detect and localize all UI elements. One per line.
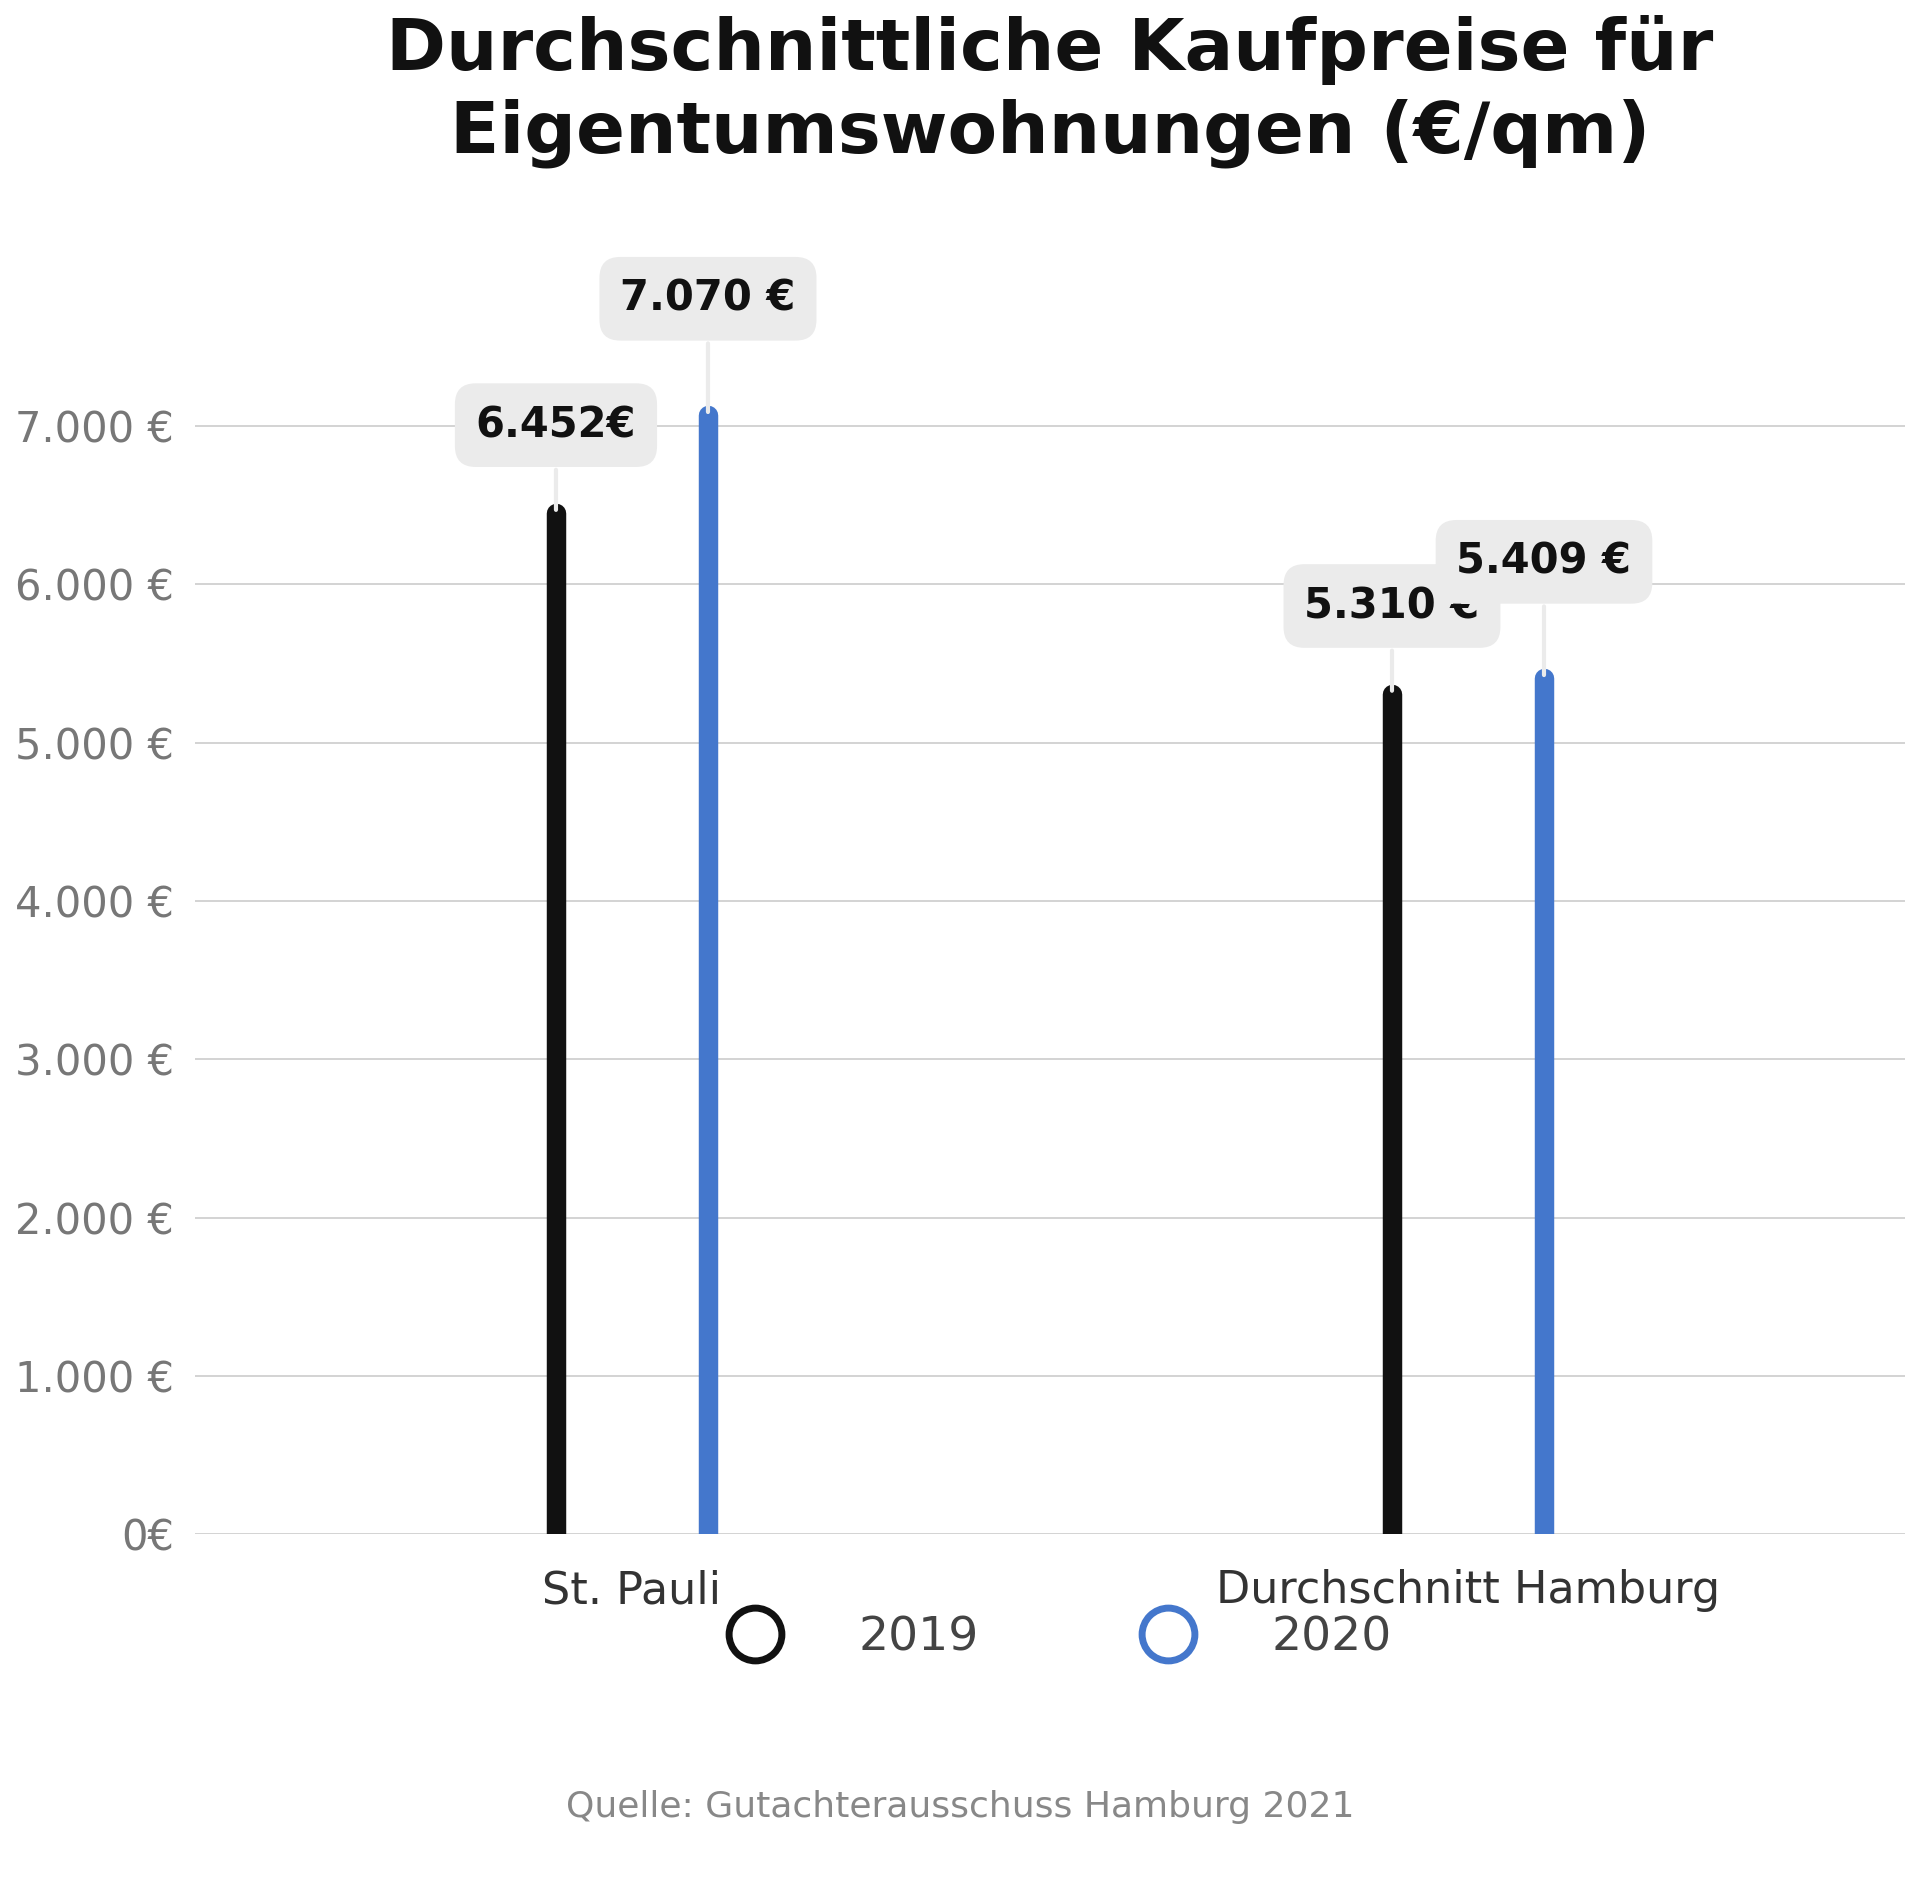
Text: 7.070 €: 7.070 € xyxy=(620,277,795,413)
Text: 6.452€: 6.452€ xyxy=(476,405,636,511)
Legend: 2019, 2020: 2019, 2020 xyxy=(689,1598,1411,1681)
Text: 5.310 €: 5.310 € xyxy=(1304,586,1480,691)
Title: Durchschnittliche Kaufpreise für
Eigentumswohnungen (€/qm): Durchschnittliche Kaufpreise für Eigentu… xyxy=(386,15,1715,168)
Text: 5.409 €: 5.409 € xyxy=(1457,541,1632,674)
Text: Quelle: Gutachterausschuss Hamburg 2021: Quelle: Gutachterausschuss Hamburg 2021 xyxy=(566,1790,1354,1824)
